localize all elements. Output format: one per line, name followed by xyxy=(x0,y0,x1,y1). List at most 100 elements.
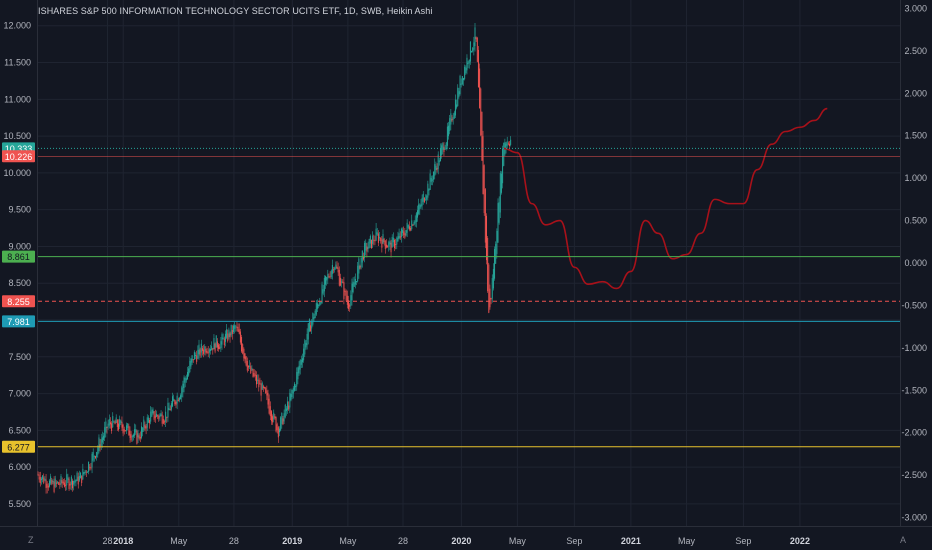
candle-body xyxy=(279,428,280,433)
candle-body xyxy=(59,483,61,486)
level-price-label: 10.333 xyxy=(5,144,33,154)
chart-title: ISHARES S&P 500 INFORMATION TECHNOLOGY S… xyxy=(38,6,433,16)
left-tick-label: 6.000 xyxy=(8,462,31,472)
level-price-label: 8.861 xyxy=(7,252,30,262)
candle-body xyxy=(37,474,39,476)
candle-body xyxy=(52,480,54,483)
candle-body xyxy=(137,433,139,438)
candle-body xyxy=(384,240,386,249)
candle-body xyxy=(152,409,154,414)
candle-body xyxy=(298,365,300,374)
right-tick-label: -0.500 xyxy=(901,300,927,310)
right-tick-label: 2.000 xyxy=(904,88,927,98)
candle-body xyxy=(90,467,92,469)
x-tick-label: Sep xyxy=(735,536,751,546)
level-price-tag xyxy=(2,295,35,308)
candle-body xyxy=(418,204,420,214)
candle-body xyxy=(257,379,259,381)
auto-scale-toggle[interactable]: A xyxy=(900,535,907,545)
level-price-label: 8.255 xyxy=(7,297,30,307)
candle-body xyxy=(437,154,439,170)
right-tick-label: 1.500 xyxy=(904,131,927,141)
candle-body xyxy=(78,475,80,481)
candle-body xyxy=(446,126,448,146)
candle-body xyxy=(496,230,498,254)
candle-body xyxy=(68,478,70,489)
candle-body xyxy=(300,359,302,365)
candle-body xyxy=(167,402,169,418)
candle-body xyxy=(166,416,168,419)
candle-body xyxy=(235,326,237,328)
left-tick-label: 12.000 xyxy=(3,21,31,31)
left-tick-label: 8.500 xyxy=(8,278,31,288)
candle-body xyxy=(273,412,275,420)
candle-body xyxy=(130,434,132,441)
candle-body xyxy=(438,160,440,162)
candle-body xyxy=(445,142,447,149)
candle-body xyxy=(230,324,232,336)
candle-body xyxy=(430,177,432,182)
candle-body xyxy=(268,398,270,414)
candle-body xyxy=(366,246,368,252)
candle-body xyxy=(195,354,197,356)
candle-body xyxy=(43,477,45,484)
candle-body xyxy=(57,481,59,483)
candle-body xyxy=(390,242,392,253)
candle-body xyxy=(382,234,384,244)
candle-body xyxy=(325,276,326,285)
candle-body xyxy=(509,143,510,147)
level-price-tag xyxy=(2,250,35,263)
candle-body xyxy=(205,348,207,354)
candle-body xyxy=(247,365,249,368)
right-tick-label: 3.000 xyxy=(904,3,927,13)
candle-body xyxy=(114,421,116,425)
candle-body xyxy=(250,366,252,374)
candle-body xyxy=(168,407,170,411)
candle-body xyxy=(450,113,452,125)
candle-body xyxy=(75,479,77,482)
right-tick-label: 0.000 xyxy=(904,258,927,268)
candle-body xyxy=(234,325,236,329)
candle-body xyxy=(491,278,493,299)
candle-body xyxy=(138,435,140,439)
left-tick-label: 11.000 xyxy=(4,94,31,104)
candle-body xyxy=(420,204,422,207)
candle-body xyxy=(473,42,475,50)
candle-body xyxy=(399,235,401,239)
candle-body xyxy=(74,480,76,483)
candle-body xyxy=(463,78,464,81)
candle-body xyxy=(50,476,52,484)
candle-body xyxy=(336,266,338,269)
timezone-marker[interactable]: Z xyxy=(28,535,34,545)
candle-body xyxy=(410,227,412,231)
candle-body xyxy=(341,281,343,283)
candle-body xyxy=(423,197,425,203)
candle-body xyxy=(380,237,382,242)
candle-body xyxy=(435,165,437,170)
candle-body xyxy=(170,403,172,410)
candle-body xyxy=(184,377,186,383)
candle-body xyxy=(402,229,404,233)
candle-body xyxy=(203,349,205,354)
candle-body xyxy=(480,88,482,136)
candle-body xyxy=(367,247,369,250)
candle-body xyxy=(321,284,323,303)
candle-body xyxy=(452,117,454,120)
candle-body xyxy=(165,411,167,422)
candle-body xyxy=(362,256,364,260)
candle-body xyxy=(351,283,353,301)
candle-body xyxy=(303,348,305,361)
candle-body xyxy=(414,220,416,224)
candle-body xyxy=(191,355,193,363)
candle-body xyxy=(293,383,295,391)
candle-body xyxy=(421,197,423,206)
candle-body xyxy=(304,340,306,355)
left-tick-label: 9.500 xyxy=(8,205,31,215)
candle-body xyxy=(408,226,410,230)
candle-body xyxy=(180,395,182,400)
candle-body xyxy=(218,344,220,349)
candle-body xyxy=(128,425,130,436)
left-tick-label: 9.000 xyxy=(8,241,31,251)
candle-body xyxy=(60,475,62,485)
